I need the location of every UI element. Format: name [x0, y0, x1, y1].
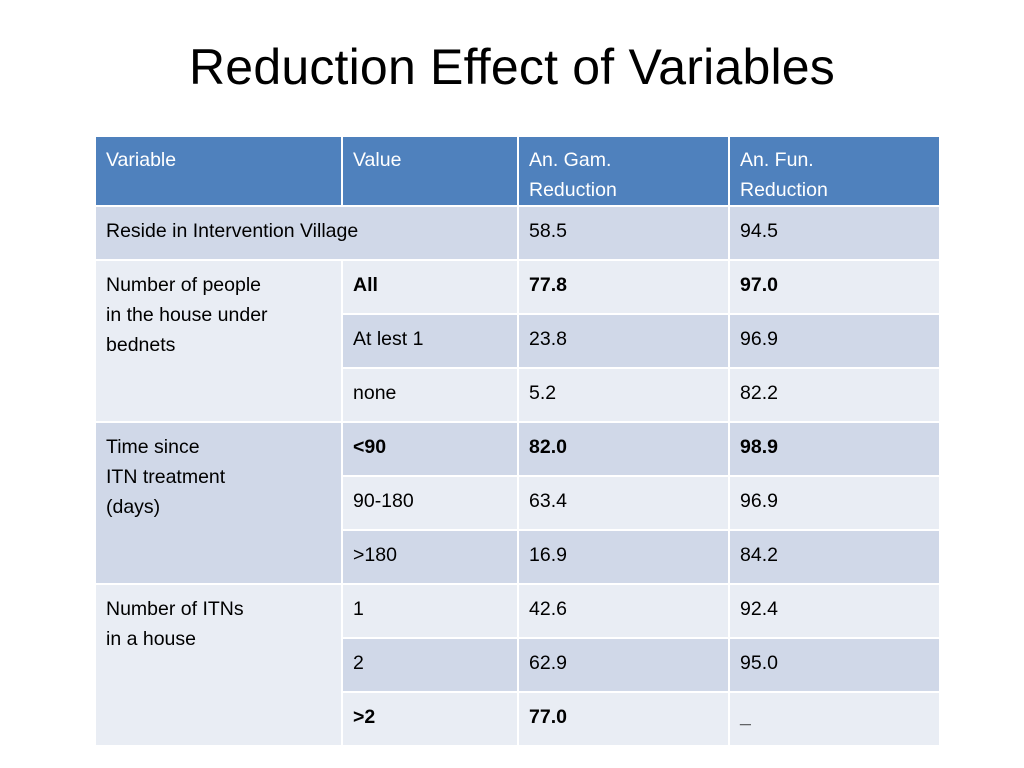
table-row: 2 62.9 95.0 [95, 637, 941, 693]
cell-gam: 62.9 [517, 637, 730, 693]
table-row: Time since ITN treatment (days) <90 82.0 9… [94, 421, 941, 585]
table-row: Reside in Intervention Village 58.5 94.5 [94, 205, 941, 261]
cell-value: <90 [341, 421, 519, 477]
slide-title: Reduction Effect of Variables [189, 39, 835, 95]
cell-value: At lest 1 [341, 313, 519, 369]
table-row: 90-180 63.4 96.9 [95, 475, 941, 531]
cell-fun: 97.0 [728, 259, 941, 315]
table-row: At lest 1 23.8 96.9 [95, 313, 941, 369]
header-value: Value [341, 135, 519, 207]
cell-fun: 82.2 [728, 367, 941, 423]
cell-time-label: Time since ITN treatment (days) [94, 421, 343, 585]
cell-value: >180 [341, 529, 519, 585]
table-row: >2 77.0 _ [95, 691, 941, 747]
cell-fun: 84.2 [728, 529, 941, 585]
cell-reside-fun: 94.5 [728, 205, 941, 261]
cell-reside-gam: 58.5 [517, 205, 730, 261]
cell-value: 1 [341, 583, 519, 639]
cell-value: 2 [341, 637, 519, 693]
header-variable: Variable [94, 135, 343, 207]
cell-itns-label: Number of ITNs in a house [94, 583, 343, 747]
reduction-table: Variable Value An. Gam. Reduction An. Fun… [94, 135, 941, 747]
cell-gam: 77.0 [517, 691, 730, 747]
table-row: >180 16.9 84.2 [95, 529, 941, 585]
cell-value: All [341, 259, 519, 315]
cell-fun: 96.9 [728, 475, 941, 531]
cell-gam: 42.6 [517, 583, 730, 639]
header-gam-reduction: An. Gam. Reduction [517, 135, 730, 207]
table-row: none 5.2 82.2 [95, 367, 941, 423]
cell-gam: 63.4 [517, 475, 730, 531]
table-row: Number of ITNs in a house 1 42.6 92.4 [94, 583, 941, 747]
cell-fun: 98.9 [728, 421, 941, 477]
cell-fun: _ [728, 691, 941, 747]
cell-fun: 92.4 [728, 583, 941, 639]
header-row: Variable Value An. Gam. Reduction An. Fun… [94, 135, 941, 207]
cell-fun: 95.0 [728, 637, 941, 693]
table-row: Number of people in the house under bednet… [94, 259, 941, 423]
cell-gam: 82.0 [517, 421, 730, 477]
cell-people-label: Number of people in the house under bednet… [94, 259, 343, 423]
cell-value: >2 [341, 691, 519, 747]
cell-value: 90-180 [341, 475, 519, 531]
cell-fun: 96.9 [728, 313, 941, 369]
cell-reside-label: Reside in Intervention Village [94, 205, 519, 261]
cell-gam: 16.9 [517, 529, 730, 585]
cell-gam: 5.2 [517, 367, 730, 423]
cell-value: none [341, 367, 519, 423]
cell-gam: 77.8 [517, 259, 730, 315]
cell-gam: 23.8 [517, 313, 730, 369]
header-fun-reduction: An. Fun. Reduction [728, 135, 941, 207]
